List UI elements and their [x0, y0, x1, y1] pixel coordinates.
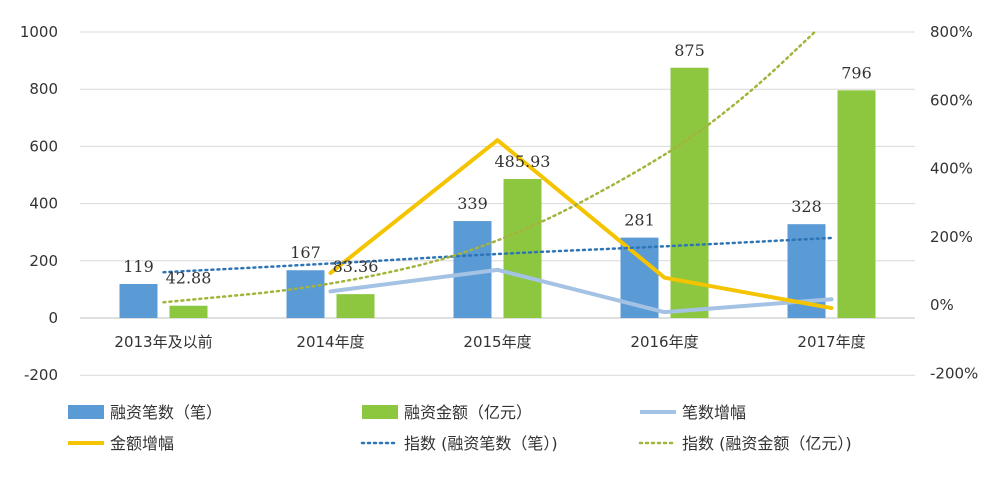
bar-value-label: 875: [674, 41, 705, 60]
y-tick-label: 400: [29, 195, 58, 213]
y2-tick-label: 600%: [930, 91, 973, 109]
bar-value-label: 281: [624, 211, 655, 230]
trend-line: [162, 30, 817, 304]
bar-value-label: 796: [841, 63, 872, 82]
line-series: [162, 30, 834, 315]
legend-swatch: [362, 405, 398, 419]
y-axis-left: 1000 800 600 400 200 0 -200: [20, 23, 58, 384]
y-tick-label: 800: [29, 80, 58, 98]
bar-value-label: 42.88: [166, 269, 212, 288]
y-tick-label: -200: [24, 366, 58, 384]
bar-value-label: 485.93: [495, 152, 551, 171]
bar: [336, 294, 375, 318]
bar: [837, 90, 876, 319]
y-tick-label: 600: [29, 137, 58, 155]
y2-tick-label: -200%: [930, 364, 978, 382]
bar: [503, 179, 542, 318]
y2-tick-label: 0%: [930, 296, 954, 314]
y-tick-label: 200: [29, 252, 58, 270]
bar: [169, 305, 208, 318]
legend-label: 笔数增幅: [682, 403, 746, 422]
y-tick-label: 1000: [20, 23, 58, 41]
bar-value-label: 83.36: [333, 257, 379, 276]
x-axis: 2013年及以前 2014年度 2015年度 2016年度 2017年度: [114, 333, 865, 351]
legend-label: 指数 (融资金额（亿元）): [682, 434, 852, 453]
x-tick-label: 2016年度: [630, 333, 698, 351]
gridlines: [80, 31, 915, 376]
bar-value-label: 328: [791, 197, 822, 216]
x-tick-label: 2015年度: [463, 333, 531, 351]
legend-label: 指数 (融资笔数（笔）): [404, 434, 558, 453]
bar: [119, 283, 158, 318]
legend-swatch: [68, 405, 104, 419]
bar-series: [119, 67, 876, 319]
line-series-path: [328, 267, 834, 315]
line-series-path: [328, 138, 834, 311]
x-tick-label: 2017年度: [797, 333, 865, 351]
legend-label: 金额增幅: [110, 434, 174, 453]
bar: [670, 67, 709, 318]
data-labels: 119 167 339 281 328 42.88 83.36 485.93 875 796: [123, 41, 872, 288]
y2-tick-label: 800%: [930, 23, 973, 41]
trend-line: [162, 236, 833, 274]
bar-value-label: 339: [457, 194, 488, 213]
y2-tick-label: 400%: [930, 160, 973, 178]
y-tick-label: 0: [48, 309, 58, 327]
x-tick-label: 2013年及以前: [114, 333, 212, 351]
y2-tick-label: 200%: [930, 228, 973, 246]
y-axis-right: 800% 600% 400% 200% 0% -200%: [930, 23, 978, 382]
x-tick-label: 2014年度: [296, 333, 364, 351]
legend-label: 融资金额（亿元）: [404, 403, 532, 422]
bar-value-label: 167: [290, 243, 321, 262]
bar: [286, 270, 325, 318]
legend-label: 融资笔数（笔）: [110, 403, 222, 422]
bar-value-label: 119: [123, 257, 154, 276]
